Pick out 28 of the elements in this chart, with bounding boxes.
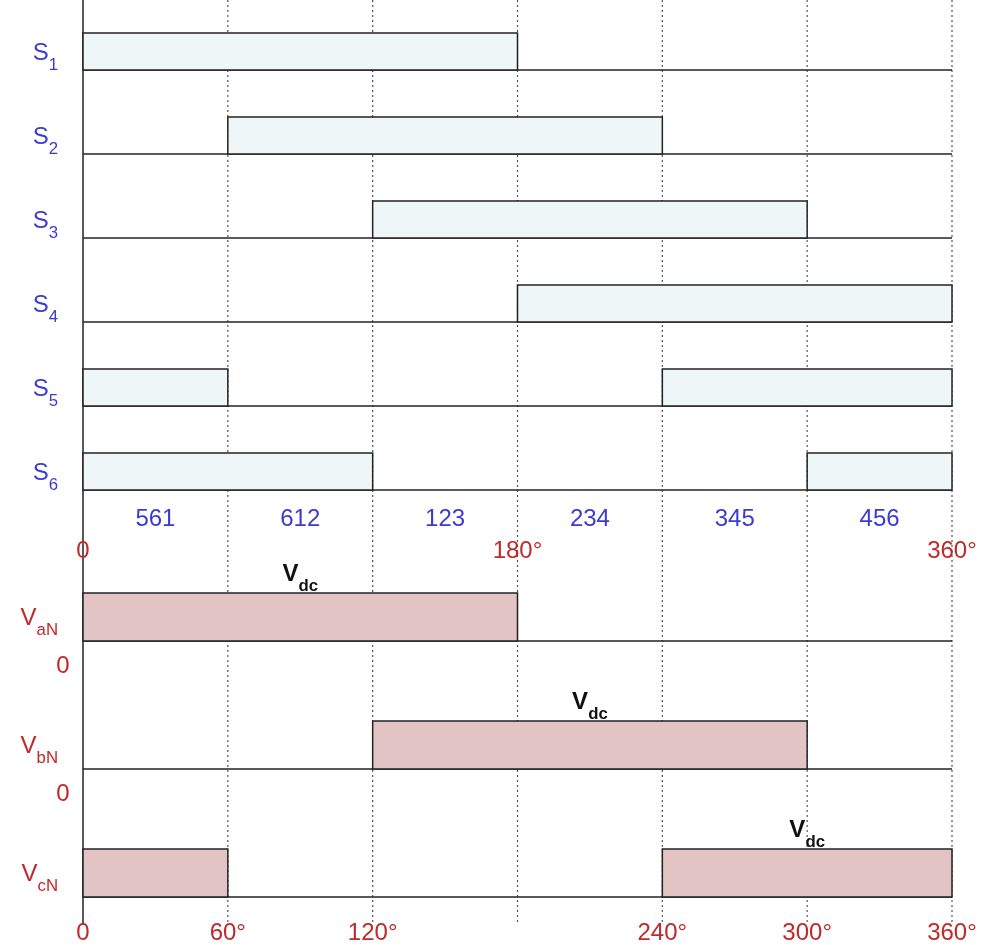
text: 0 [56,651,70,678]
annotation: V$_{dc}$ [572,687,608,723]
y-tick-label: S$_{2}$ [32,121,58,157]
annotation: V$_{dc}$ [282,559,319,595]
y-tick-label: S$_{6}$ [32,457,58,493]
x-tick-label: 240° [637,918,688,945]
x-tick-label: 120° [347,918,398,945]
annotation: 345 [714,504,755,531]
y-tick-label: S$_{4}$ [32,289,58,325]
y-tick-label: S$_{3}$ [32,205,58,241]
x-tick-label: 300° [782,918,832,945]
annotation: 234 [569,504,610,531]
text: 0 [56,779,70,806]
x-tick-label: 180° [492,536,543,563]
annotation: 456 [859,504,900,531]
annotation: 123 [425,504,466,531]
y-tick-label: V$_{bN}$ [20,731,58,767]
y-tick-label: S$_{5}$ [32,373,58,409]
x-tick-label: 60° [209,918,246,945]
y-tick-label: V$_{cN}$ [21,859,58,895]
x-tick-label: 0 [76,918,90,945]
annotation: 561 [135,504,176,531]
y-tick-label: S$_{1}$ [32,37,58,73]
annotation: V$_{dc}$ [789,815,825,851]
x-tick-label: 360° [927,536,977,563]
x-tick-label: 360° [927,918,977,945]
annotation: 612 [280,504,321,531]
y-tick-label: V$_{aN}$ [20,603,58,639]
